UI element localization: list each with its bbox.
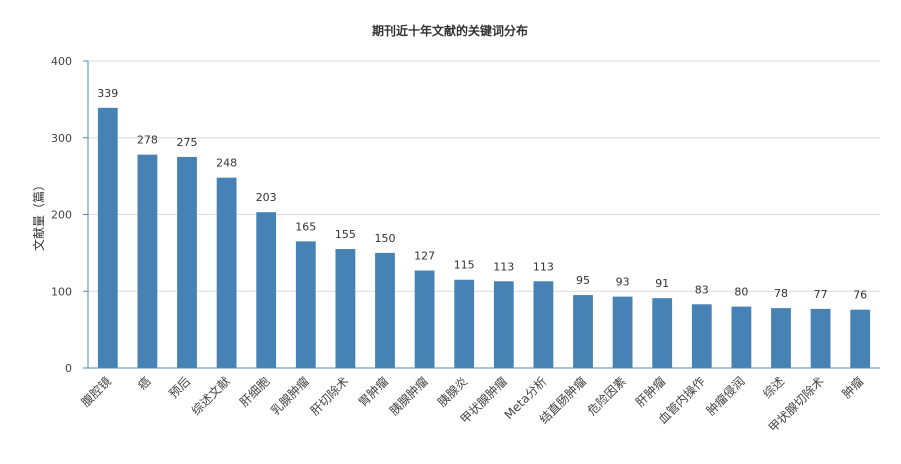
bar — [137, 154, 158, 368]
x-tick-label: 乳腺肿瘤 — [267, 374, 312, 419]
x-tick-label: 综述 — [760, 374, 787, 401]
data-label: 113 — [493, 260, 514, 273]
x-tick-label: 胰腺炎 — [435, 374, 470, 409]
y-tick-labels: 0 100 200 300 400 — [51, 55, 88, 375]
y-tick-label: 300 — [51, 132, 72, 145]
bar — [533, 281, 554, 368]
bar — [850, 309, 871, 368]
y-tick-label: 100 — [51, 285, 72, 298]
bar — [375, 252, 395, 368]
data-label: 76 — [853, 289, 867, 302]
bars — [97, 107, 871, 368]
bar — [691, 304, 712, 368]
data-label: 83 — [695, 283, 709, 296]
bar — [612, 296, 633, 368]
data-label: 155 — [335, 228, 356, 241]
x-tick-label: 胰腺肿瘤 — [386, 374, 431, 419]
y-tick-label: 400 — [51, 55, 72, 68]
data-label: 113 — [533, 260, 554, 273]
x-tick-label: 肿瘤侵润 — [703, 374, 748, 419]
data-label: 95 — [576, 274, 590, 287]
chart-title: 期刊近十年文献的关键词分布 — [372, 23, 528, 38]
bar — [335, 249, 356, 368]
data-label: 339 — [97, 87, 118, 100]
bar — [810, 308, 831, 368]
axes — [87, 61, 880, 369]
bar — [652, 298, 673, 368]
y-tick-label: 0 — [65, 362, 72, 375]
bar — [771, 308, 791, 368]
x-tick-label: 肿瘤 — [839, 374, 867, 402]
x-tick-label: 肝细胞 — [237, 374, 272, 409]
data-label: 165 — [295, 220, 316, 233]
data-label: 78 — [774, 287, 788, 300]
bar — [454, 279, 475, 368]
y-tick-label: 200 — [51, 209, 72, 222]
x-tick-label: 肝切除术 — [307, 374, 352, 419]
data-label: 248 — [216, 157, 237, 170]
data-label: 150 — [375, 232, 396, 245]
x-tick-label: 预后 — [166, 374, 193, 401]
data-label: 127 — [414, 250, 435, 263]
bar — [493, 281, 514, 368]
data-label: 275 — [177, 136, 198, 149]
x-tick-label: 腹腔镜 — [78, 374, 114, 410]
x-tick-label: 综述文献 — [188, 374, 233, 419]
bar — [216, 177, 237, 368]
x-tick-labels: 腹腔镜癌预后综述文献 肝细胞乳腺肿瘤肝切除术 胃肿瘤胰腺肿瘤 胰腺炎甲状腺肿瘤Meta… — [78, 374, 866, 436]
x-tick-label: 肝肿瘤 — [632, 374, 668, 410]
bar — [573, 295, 593, 368]
value-labels: 339 278 275 248 203 165 155 150 127 115 113 113 95 93… — [97, 87, 867, 302]
data-label: 115 — [454, 259, 475, 272]
x-tick-label: 癌 — [134, 374, 153, 393]
data-label: 203 — [256, 191, 277, 204]
data-label: 278 — [137, 134, 158, 147]
data-label: 77 — [814, 288, 828, 301]
grid-lines — [88, 60, 880, 292]
data-label: 91 — [655, 277, 669, 290]
y-axis-label: 文献量（篇） — [31, 179, 46, 251]
bar — [256, 212, 277, 368]
bar — [177, 156, 197, 368]
bar — [97, 107, 118, 368]
bar — [295, 241, 316, 368]
x-tick-label: 危险因素 — [584, 374, 629, 419]
x-tick-label: 胃肿瘤 — [355, 374, 391, 410]
bar — [414, 270, 435, 368]
bar — [731, 306, 752, 368]
data-label: 93 — [616, 276, 630, 289]
data-label: 80 — [734, 286, 748, 299]
